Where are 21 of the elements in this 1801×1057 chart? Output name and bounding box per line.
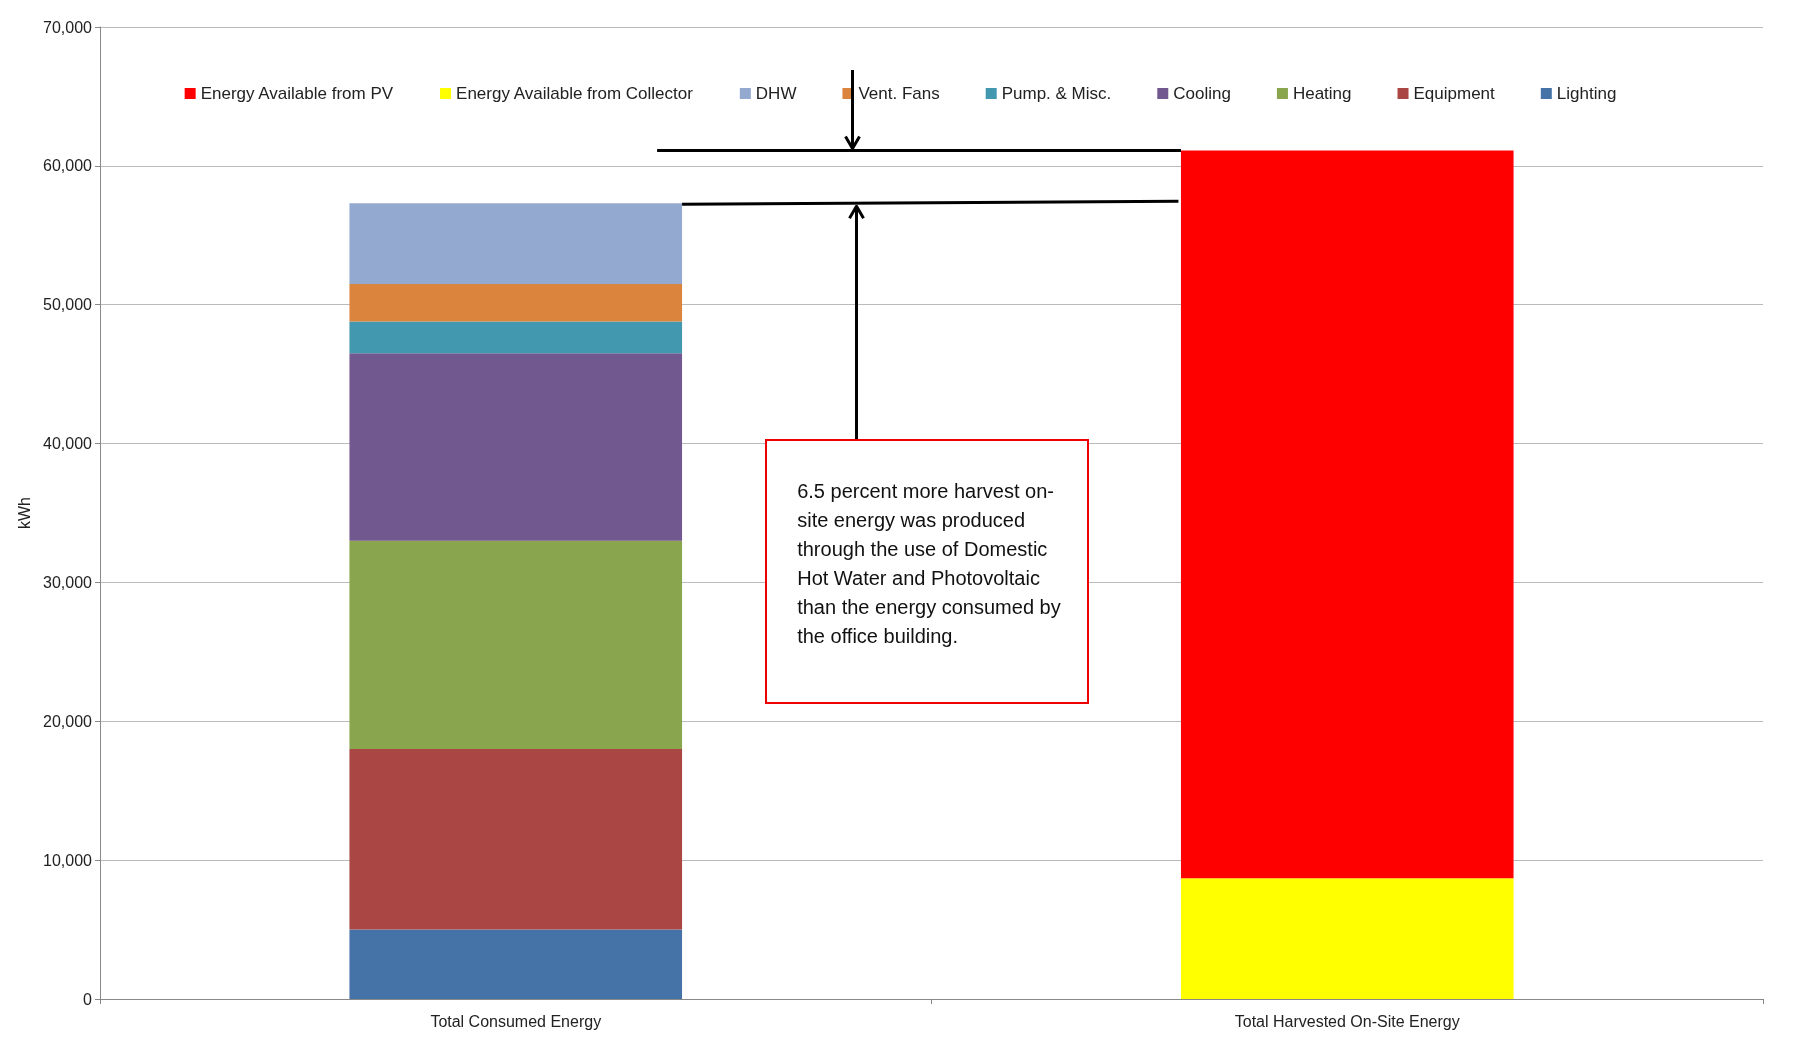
y-tick-label: 50,000 — [43, 296, 93, 314]
legend-label: Cooling — [1173, 84, 1231, 103]
legend-label: Lighting — [1556, 84, 1617, 103]
legend-label: Equipment — [1413, 84, 1496, 103]
legend-label: Vent. Fans — [858, 84, 940, 103]
y-tick-label: 0 — [83, 990, 93, 1008]
callout-box: 6.5 percent more harvest on-site energy was produced through the use of Domestic Hot Water and Photovoltaic than the energy consumed by the office building. — [765, 439, 1090, 704]
y-tick-label: 20,000 — [43, 712, 93, 730]
y-tick-label: 30,000 — [43, 573, 93, 591]
x-tick-label: Total Consumed Energy — [430, 1012, 602, 1030]
legend-label: Energy Available from PV — [200, 84, 394, 103]
legend-label: Pump. & Misc. — [1001, 84, 1112, 103]
y-tick-label: 10,000 — [43, 851, 93, 869]
legend-label: Heating — [1292, 84, 1352, 103]
y-tick-label: 60,000 — [43, 157, 93, 175]
y-axis-title: kWh — [15, 497, 33, 529]
y-tick-label: 40,000 — [43, 435, 93, 453]
y-tick-label: 70,000 — [43, 18, 93, 36]
legend-label: Energy Available from Collector — [456, 84, 694, 103]
x-tick-label: Total Harvested On-Site Energy — [1234, 1012, 1460, 1030]
legend-label: DHW — [755, 84, 797, 103]
